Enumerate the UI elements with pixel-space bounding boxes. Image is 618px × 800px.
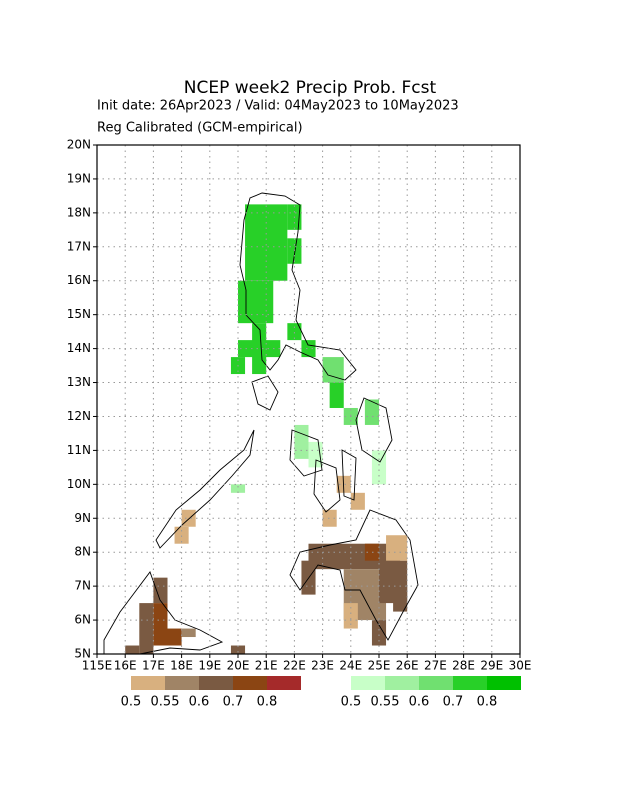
legend-swatch bbox=[165, 676, 199, 690]
x-tick-label: 22E bbox=[283, 659, 306, 673]
subtitle: Init date: 26Apr2023 / Valid: 04May2023 … bbox=[97, 99, 459, 114]
prob-cell bbox=[153, 603, 168, 646]
prob-cell bbox=[322, 357, 344, 383]
x-tick-label: 30E bbox=[509, 659, 532, 673]
legend-label: 0.6 bbox=[189, 695, 210, 710]
prob-cell bbox=[294, 424, 309, 459]
prob-cell bbox=[371, 620, 387, 646]
x-tick-label: 16E bbox=[114, 659, 137, 673]
y-tick-label: 12N bbox=[67, 409, 91, 423]
prob-cell bbox=[139, 603, 154, 654]
x-tick-label: 18E bbox=[170, 659, 193, 673]
y-tick-label: 15N bbox=[67, 307, 91, 321]
y-tick-label: 16N bbox=[67, 273, 91, 287]
prob-cell bbox=[350, 492, 365, 510]
legend-swatch bbox=[487, 676, 521, 690]
prob-cell bbox=[245, 204, 288, 281]
legend: 0.5 0.55 0.6 0.7 0.8 0.5 0.55 0.6 0.7 0.8 bbox=[121, 676, 521, 710]
x-tick-label: 115E bbox=[82, 659, 113, 673]
y-tick-label: 14N bbox=[67, 341, 91, 355]
y-tick-label: 20N bbox=[67, 138, 91, 152]
palawan bbox=[155, 429, 255, 549]
legend-swatch bbox=[199, 676, 233, 690]
y-tick-label: 10N bbox=[67, 477, 91, 491]
y-tick-label: 8N bbox=[74, 545, 91, 559]
x-tick-label: 20E bbox=[227, 659, 250, 673]
mindanao bbox=[289, 509, 419, 641]
prob-cell bbox=[322, 509, 337, 527]
samar bbox=[355, 397, 393, 463]
y-tick-label: 13N bbox=[67, 375, 91, 389]
panay bbox=[289, 429, 323, 477]
legend-label: 0.8 bbox=[477, 695, 498, 710]
prob-cell bbox=[153, 577, 168, 604]
legend-swatch bbox=[453, 676, 487, 690]
x-tick-label: 24E bbox=[339, 659, 362, 673]
prob-cell bbox=[386, 535, 408, 561]
legend-swatch bbox=[385, 676, 419, 690]
prob-cell bbox=[167, 628, 182, 646]
negros-cebu bbox=[313, 449, 357, 513]
x-tick-label: 28E bbox=[452, 659, 475, 673]
coastlines bbox=[103, 192, 419, 655]
legend-label: 0.55 bbox=[371, 695, 400, 710]
axes: 115E 16E 17E 18E 19E 20E 21E 22E 23E 24E 25E 26E 27E… bbox=[67, 138, 532, 673]
prob-cell bbox=[287, 323, 302, 341]
prob-cell bbox=[301, 340, 316, 358]
frame bbox=[96, 144, 521, 655]
x-tick-label: 19E bbox=[198, 659, 221, 673]
legend-label: 0.7 bbox=[443, 695, 464, 710]
legend-label: 0.8 bbox=[257, 695, 278, 710]
y-tick-label: 9N bbox=[74, 511, 91, 525]
y-tick-label: 18N bbox=[67, 205, 91, 219]
x-tick-label: 29E bbox=[480, 659, 503, 673]
x-tick-label: 17E bbox=[142, 659, 165, 673]
prob-cell bbox=[181, 628, 196, 638]
luzon bbox=[239, 192, 357, 381]
legend-label: 0.55 bbox=[151, 695, 180, 710]
y-tick-label: 7N bbox=[74, 579, 91, 593]
note: Reg Calibrated (GCM-empirical) bbox=[97, 121, 303, 136]
prob-cell bbox=[125, 645, 140, 654]
legend-swatch bbox=[233, 676, 267, 690]
prob-cell bbox=[181, 509, 196, 527]
x-tick-label: 25E bbox=[368, 659, 391, 673]
y-tick-label: 11N bbox=[67, 443, 91, 457]
map-title: NCEP week2 Precip Prob. Fcst bbox=[184, 78, 437, 98]
prob-cell bbox=[329, 382, 344, 408]
x-tick-label: 21E bbox=[255, 659, 278, 673]
legend-swatch bbox=[419, 676, 453, 690]
prob-cell bbox=[238, 340, 281, 358]
legend-label: 0.6 bbox=[409, 695, 430, 710]
y-tick-label: 5N bbox=[74, 647, 91, 661]
prob-cell bbox=[287, 238, 302, 264]
y-tick-label: 17N bbox=[67, 239, 91, 253]
prob-cell bbox=[174, 526, 189, 544]
legend-swatch bbox=[267, 676, 301, 690]
prob-cell bbox=[238, 280, 274, 324]
prob-cell bbox=[230, 645, 246, 654]
mindoro bbox=[251, 375, 279, 411]
legend-label: 0.5 bbox=[341, 695, 362, 710]
x-tick-label: 27E bbox=[424, 659, 447, 673]
prob-cell bbox=[343, 603, 358, 629]
prob-cell bbox=[364, 543, 379, 561]
y-tick-label: 6N bbox=[74, 613, 91, 627]
prob-cell bbox=[230, 484, 246, 493]
x-tick-label: 26E bbox=[396, 659, 419, 673]
x-tick-label: 23E bbox=[311, 659, 334, 673]
legend-swatch bbox=[131, 676, 165, 690]
legend-label: 0.7 bbox=[223, 695, 244, 710]
prob-cell bbox=[364, 399, 379, 425]
y-tick-label: 19N bbox=[67, 171, 91, 185]
legend-swatch bbox=[351, 676, 385, 690]
legend-label: 0.5 bbox=[121, 695, 142, 710]
prob-cell bbox=[393, 586, 408, 612]
